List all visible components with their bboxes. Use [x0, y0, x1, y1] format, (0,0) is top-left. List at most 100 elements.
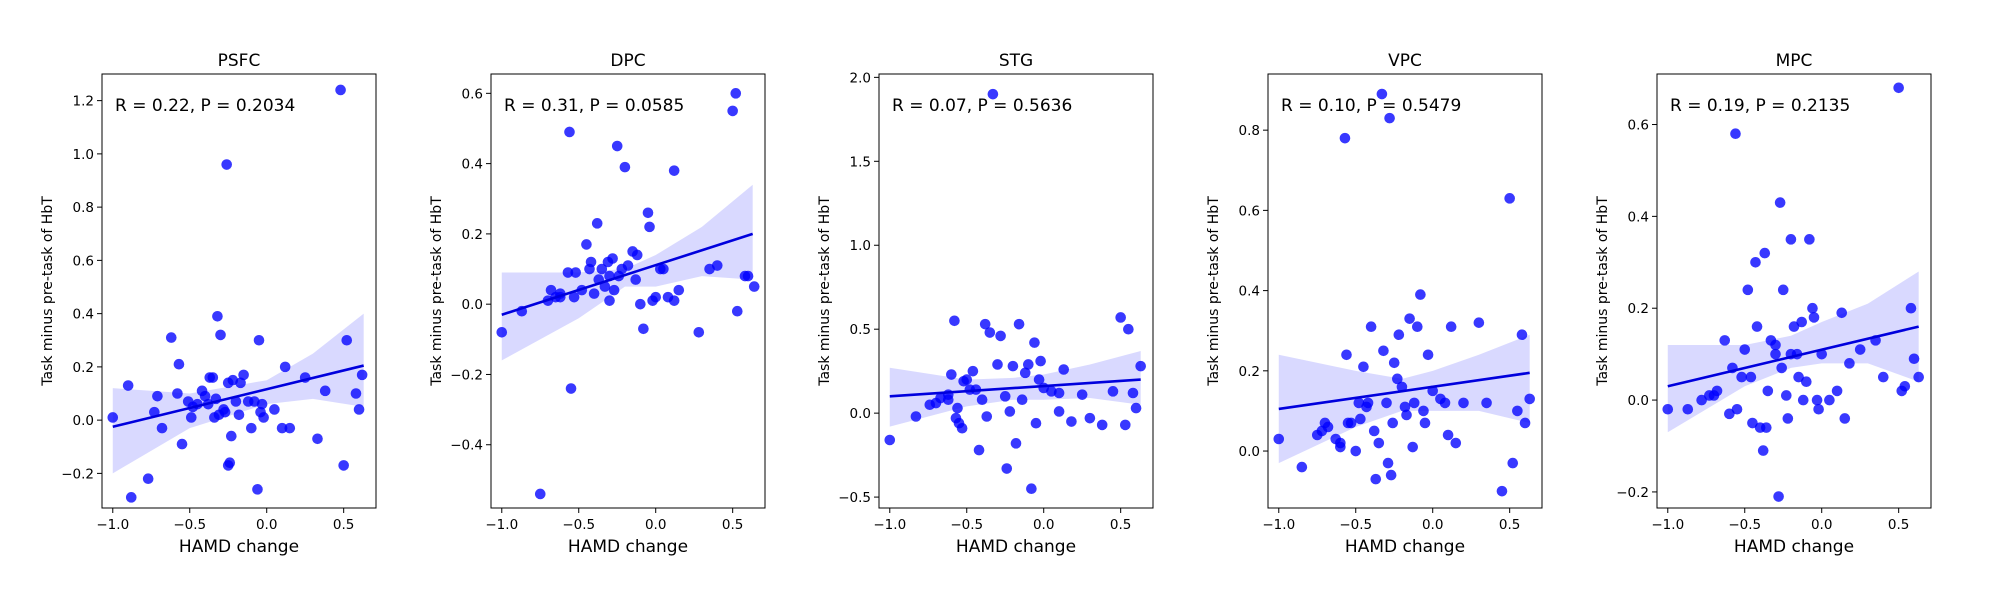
y-axis-label: Task minus pre-task of HbT [40, 196, 56, 387]
confidence-band [501, 184, 753, 361]
data-point [1496, 485, 1508, 497]
data-point [1781, 390, 1792, 401]
data-point [1422, 349, 1434, 361]
y-tick-label: 0.2 [73, 360, 94, 376]
y-axis-label: Task minus pre-task of HbT [1595, 196, 1611, 387]
correlation-annotation: R = 0.07, P = 0.5636 [892, 96, 1072, 116]
data-point [742, 270, 754, 282]
data-point [1788, 321, 1800, 332]
correlation-annotation: R = 0.31, P = 0.0585 [504, 96, 684, 116]
data-point [1030, 417, 1042, 429]
data-point [568, 291, 580, 303]
data-point [611, 140, 623, 152]
axes-frame [101, 73, 377, 509]
data-point [172, 388, 183, 399]
y-tick-label: 0.8 [73, 200, 94, 216]
data-point [1415, 289, 1426, 300]
data-point [256, 398, 268, 410]
data-point [1813, 403, 1824, 415]
data-point [1793, 371, 1804, 383]
data-point [173, 358, 185, 370]
data-point [176, 438, 188, 450]
y-tick-label: 0.4 [73, 307, 94, 323]
data-point [1777, 284, 1789, 296]
y-tick-label: 0.2 [1239, 364, 1260, 380]
data-point [976, 394, 988, 406]
x-tick-label: 0.5 [1110, 517, 1131, 533]
correlation-annotation: R = 0.10, P = 0.5479 [1281, 96, 1461, 116]
correlation-annotation: R = 0.19, P = 0.2135 [1670, 96, 1850, 116]
data-point [156, 422, 168, 434]
data-point [1404, 313, 1415, 324]
data-point [1844, 358, 1855, 369]
data-point [619, 161, 631, 173]
y-tick-label: −0.5 [838, 490, 871, 506]
data-point [1273, 433, 1285, 445]
data-point [1773, 491, 1784, 502]
confidence-band [1278, 334, 1530, 464]
data-point [1519, 417, 1531, 429]
data-point [230, 396, 242, 407]
data-point [1824, 394, 1835, 406]
data-point [1745, 371, 1757, 383]
data-point [910, 411, 922, 422]
axes-frame [490, 73, 766, 509]
data-point [1345, 417, 1357, 429]
data-point [952, 402, 963, 414]
y-tick-label: 1.2 [73, 94, 94, 110]
data-point [1019, 367, 1031, 379]
confidence-band [112, 313, 364, 474]
data-point [1481, 397, 1492, 409]
data-point [1393, 329, 1405, 341]
regression-line [889, 378, 1141, 398]
data-point [1001, 463, 1013, 474]
axes-frame [878, 73, 1154, 509]
data-point [1376, 88, 1388, 100]
y-axis-label: Task minus pre-task of HbT [817, 196, 833, 387]
data-point [212, 310, 223, 322]
data-point [319, 385, 331, 397]
data-point [341, 334, 353, 346]
data-point [1473, 317, 1485, 328]
data-point [1458, 397, 1469, 409]
data-point [1035, 355, 1046, 367]
x-axis-label: HAMD change [956, 537, 1076, 557]
data-point [1358, 361, 1369, 373]
x-axis-label: HAMD change [1734, 537, 1854, 557]
x-tick-label: −0.5 [173, 517, 206, 533]
data-point [942, 394, 954, 406]
data-point [596, 263, 608, 275]
data-point [638, 323, 649, 335]
data-point [562, 267, 574, 278]
data-point [1439, 397, 1451, 409]
data-point [122, 380, 134, 391]
data-point [1388, 357, 1400, 369]
data-point [956, 422, 968, 434]
data-point [258, 412, 269, 423]
data-point [631, 249, 643, 261]
data-point [1504, 193, 1515, 204]
data-point [585, 256, 597, 268]
data-point [961, 374, 973, 385]
data-point [1418, 405, 1429, 417]
data-point [1007, 360, 1019, 372]
x-tick-label: −1.0 [485, 517, 518, 533]
data-point [1378, 345, 1389, 357]
data-point [1033, 374, 1045, 385]
panel-mpc: −1.0 −0.5 0.0 0.5 −0.2 0.0 0.2 0.4 0.6 MPC R = 0.1… [1595, 51, 1932, 557]
data-point [1355, 413, 1366, 425]
y-tick-label: −0.4 [450, 438, 483, 454]
data-point [1373, 437, 1385, 449]
panel-vpc: −1.0 −0.5 0.0 0.5 0.0 0.2 0.4 0.6 0.8 VPC R = 0.10… [1206, 51, 1543, 557]
data-point [1770, 348, 1781, 360]
data-point [1392, 373, 1403, 385]
data-point [731, 305, 743, 317]
data-point [973, 444, 985, 456]
data-point [1662, 403, 1674, 415]
y-tick-label: 0.8 [1239, 123, 1260, 139]
data-point [1774, 197, 1786, 208]
y-tick-label: 0.6 [1628, 118, 1649, 134]
data-point [1076, 389, 1088, 400]
data-point [215, 329, 226, 341]
data-point [608, 284, 620, 296]
